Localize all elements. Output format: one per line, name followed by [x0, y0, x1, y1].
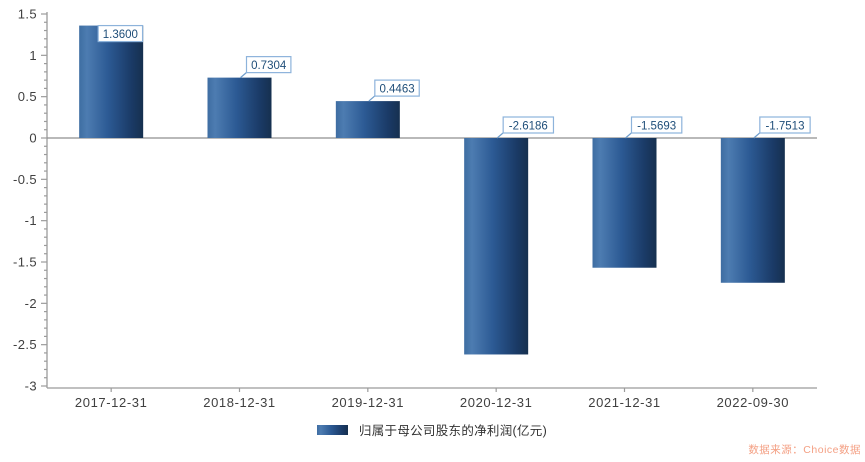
- value-text: 0.7304: [251, 60, 287, 72]
- y-axis-ticks: -3 -2.5 -2 -1.5 -1 -0.5 0 0.5 1 1.5: [13, 7, 47, 394]
- value-box: [245, 56, 292, 74]
- x-tick-label: 2019-12-31: [332, 395, 405, 410]
- bar-2017-12-31: [79, 25, 144, 138]
- y-tick-label: 1: [29, 48, 37, 63]
- bar-2018-12-31: [207, 77, 272, 138]
- data-source-note: 数据来源：Choice数据: [748, 444, 861, 456]
- value-box: [374, 79, 420, 97]
- x-tick-label: 2020-12-31: [460, 395, 533, 410]
- y-tick-label: -1.5: [13, 255, 37, 270]
- y-tick-label: -0.5: [13, 172, 37, 187]
- y-tick-label: -1: [25, 213, 37, 228]
- y-tick-label: -2: [25, 296, 37, 311]
- value-box: [502, 116, 555, 134]
- value-text: -1.5693: [637, 121, 676, 133]
- value-text: 0.4463: [379, 84, 414, 96]
- bar-2020-12-31: [464, 138, 529, 355]
- value-text: 1.3600: [103, 29, 138, 41]
- y-tick-label: 1.5: [18, 7, 37, 22]
- bar-2022-09-30: [720, 138, 785, 283]
- plot-area: -3 -2.5 -2 -1.5 -1 -0.5 0 0.5 1 1.5 2017-12-31 2018…: [13, 7, 817, 410]
- value-label-2020-12-31: -2.6186: [496, 116, 555, 139]
- bar-2019-12-31: [335, 101, 400, 138]
- bar-2021-12-31: [592, 138, 657, 268]
- value-text: -2.6186: [509, 121, 548, 133]
- legend: 归属于母公司股东的净利润(亿元): [47, 420, 817, 439]
- value-box: [630, 116, 683, 134]
- x-tick-label: 2017-12-31: [75, 395, 148, 410]
- y-tick-label: 0: [29, 131, 37, 146]
- value-label-2018-12-31: 0.7304: [240, 56, 292, 79]
- value-box: [97, 24, 144, 43]
- x-tick-label: 2018-12-31: [203, 395, 276, 410]
- value-label-2021-12-31: -1.5693: [625, 116, 683, 139]
- value-label-2017-12-31: 1.3600: [97, 24, 144, 43]
- x-tick-label: 2021-12-31: [588, 395, 661, 410]
- legend-label: 归属于母公司股东的净利润(亿元): [358, 424, 548, 438]
- y-tick-label: -3: [25, 379, 37, 394]
- y-tick-label: -2.5: [13, 337, 37, 352]
- y-tick-label: 0.5: [18, 89, 37, 104]
- legend-swatch: [316, 424, 348, 435]
- value-box: [759, 116, 811, 134]
- value-label-2019-12-31: 0.4463: [368, 79, 420, 102]
- value-label-2022-09-30: -1.7513: [753, 116, 811, 139]
- x-tick-label: 2022-09-30: [717, 395, 790, 410]
- value-text: -1.7513: [765, 121, 804, 133]
